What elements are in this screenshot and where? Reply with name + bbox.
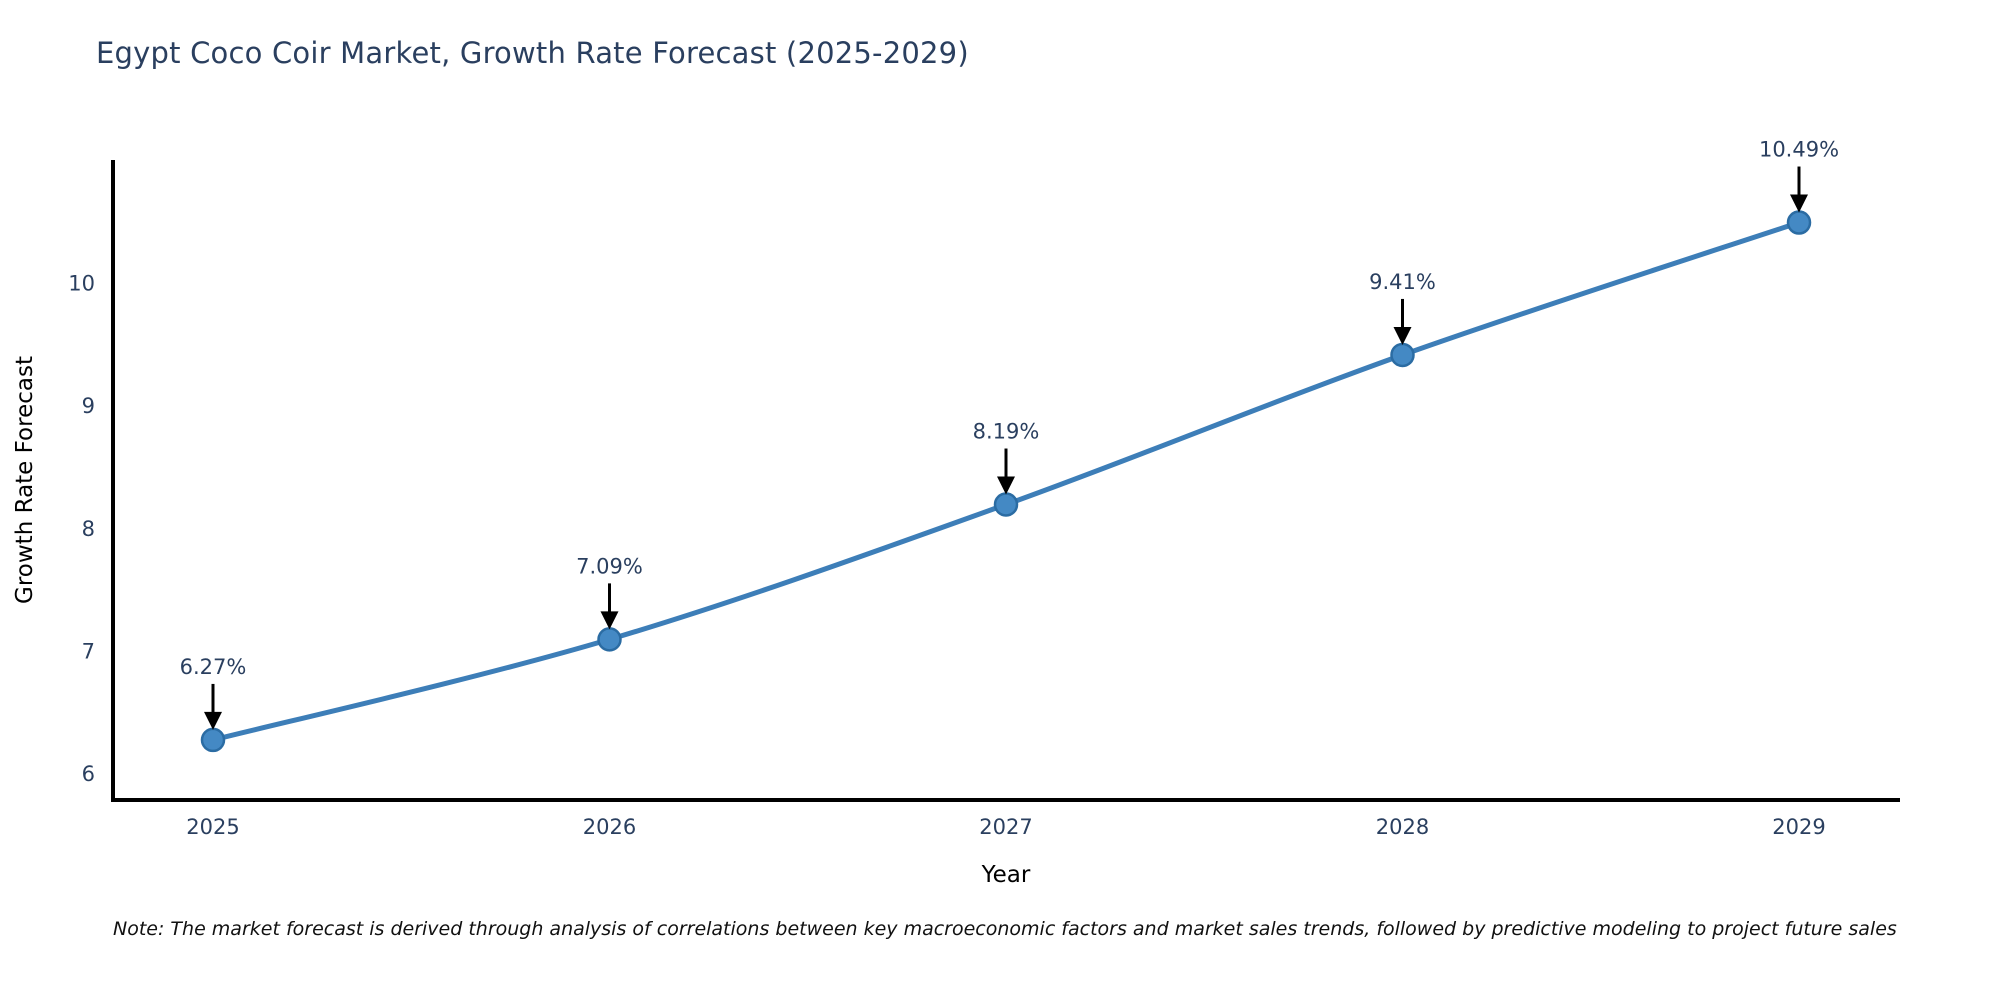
point-annotations: 6.27% 7.09% 8.19% 9.41% 10.49% xyxy=(180,138,1839,730)
y-tick-label: 10 xyxy=(68,272,95,296)
data-point-marker[interactable] xyxy=(993,492,1019,517)
x-tick-label: 2026 xyxy=(583,815,636,839)
annotation-arrowhead xyxy=(1393,326,1412,345)
x-tick-label: 2028 xyxy=(1376,815,1429,839)
data-point-label: 10.49% xyxy=(1759,138,1839,162)
y-tick-label: 9 xyxy=(82,394,95,418)
data-point-label: 8.19% xyxy=(973,420,1040,444)
x-tick-label: 2025 xyxy=(186,815,239,839)
y-tick-label: 7 xyxy=(82,639,95,663)
y-axis-title: Growth Rate Forecast xyxy=(12,356,38,604)
data-point-marker[interactable] xyxy=(1786,210,1812,235)
annotation-arrowhead xyxy=(997,476,1015,495)
x-axis-title: Year xyxy=(981,862,1031,888)
data-point-label: 9.41% xyxy=(1369,270,1436,294)
axes xyxy=(111,160,1900,802)
y-axis-ticks: 6 7 8 9 10 xyxy=(68,272,95,786)
y-tick-label: 6 xyxy=(82,762,95,786)
data-point-marker[interactable] xyxy=(597,627,622,652)
x-axis-ticks: 2025 2026 2027 2028 2029 xyxy=(186,815,1825,839)
annotation-arrowhead xyxy=(600,611,619,630)
y-tick-label: 8 xyxy=(82,517,95,541)
annotation-arrowhead xyxy=(204,711,222,730)
data-point-label: 7.09% xyxy=(576,554,643,578)
data-point-marker[interactable] xyxy=(1390,342,1415,368)
data-point-marker[interactable] xyxy=(200,727,226,753)
footnote: Note: The market forecast is derived thr… xyxy=(113,918,1897,940)
chart-title: Egypt Coco Coir Market, Growth Rate Fore… xyxy=(96,36,969,70)
x-tick-label: 2027 xyxy=(979,815,1032,839)
data-point-label: 6.27% xyxy=(180,655,247,679)
x-tick-label: 2029 xyxy=(1772,815,1825,839)
annotation-arrowhead xyxy=(1790,194,1808,213)
